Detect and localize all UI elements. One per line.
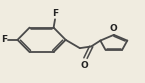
Text: O: O bbox=[110, 24, 118, 33]
Text: F: F bbox=[1, 35, 7, 44]
Text: O: O bbox=[80, 61, 88, 70]
Text: F: F bbox=[52, 9, 58, 19]
